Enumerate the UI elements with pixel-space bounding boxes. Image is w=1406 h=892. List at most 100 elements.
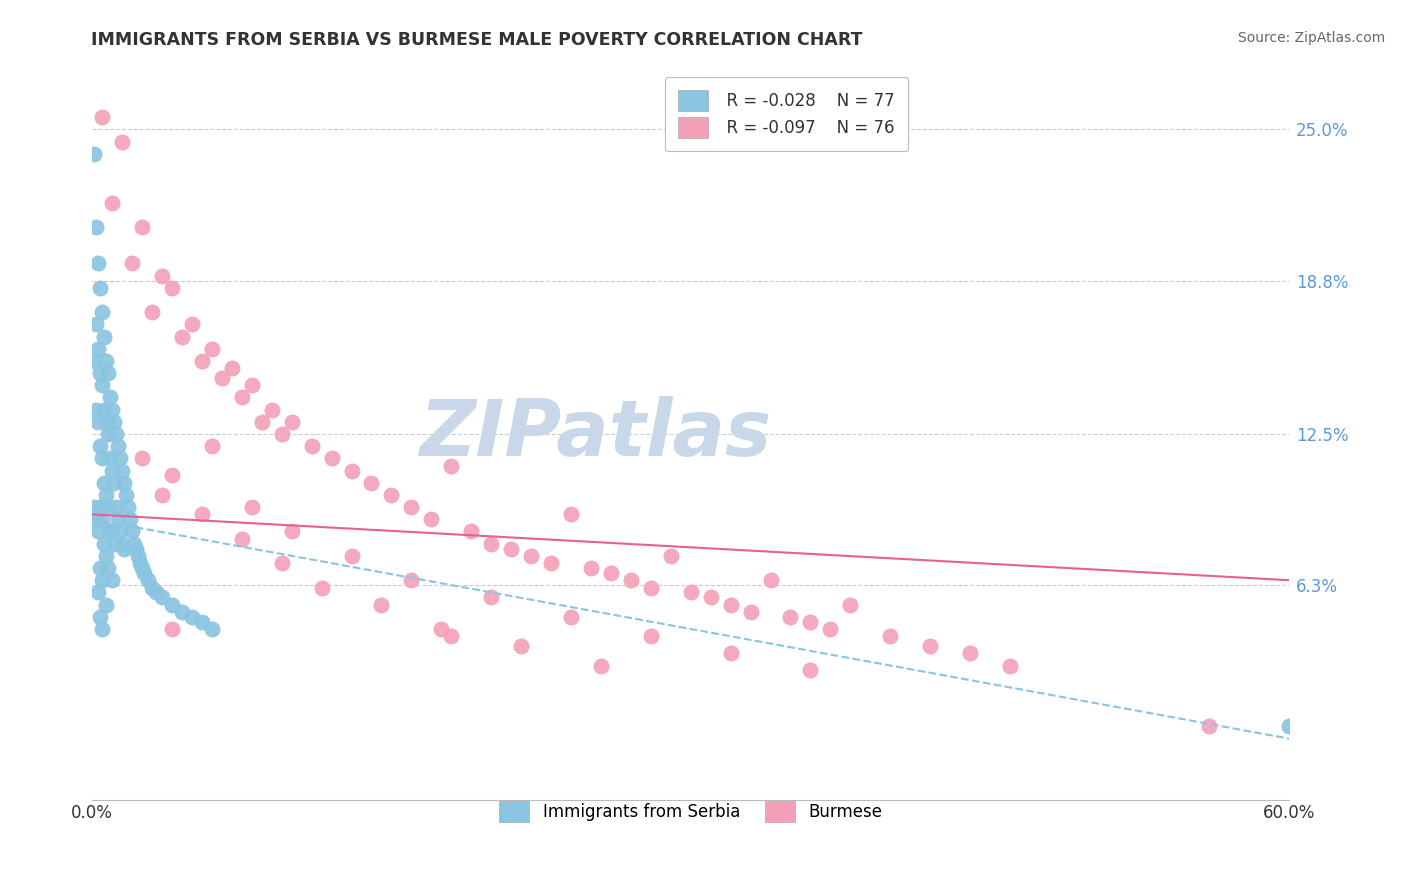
Point	[125, 541, 148, 556]
Point	[97, 366, 120, 380]
Point	[112, 541, 135, 556]
Point	[94, 488, 117, 502]
Text: ZIPatlas: ZIPatlas	[419, 396, 770, 472]
Point	[101, 402, 124, 417]
Point	[105, 427, 128, 442]
Point	[759, 573, 782, 587]
Point	[122, 536, 145, 550]
Point	[107, 439, 129, 453]
Point	[620, 573, 643, 587]
Point	[170, 605, 193, 619]
Point	[127, 549, 149, 563]
Point	[141, 581, 163, 595]
Point	[129, 556, 152, 570]
Point	[839, 598, 862, 612]
Point	[191, 354, 214, 368]
Point	[111, 536, 134, 550]
Point	[201, 342, 224, 356]
Point	[420, 512, 443, 526]
Point	[83, 146, 105, 161]
Point	[150, 591, 173, 605]
Point	[83, 500, 105, 515]
Point	[84, 402, 107, 417]
Point	[280, 524, 302, 539]
Point	[260, 402, 283, 417]
Point	[87, 342, 110, 356]
Point	[201, 439, 224, 453]
Point	[115, 488, 138, 502]
Point	[540, 556, 562, 570]
Point	[959, 646, 981, 660]
Point	[510, 639, 533, 653]
Point	[131, 561, 153, 575]
Point	[94, 354, 117, 368]
Point	[799, 664, 821, 678]
Point	[340, 549, 363, 563]
Point	[501, 541, 523, 556]
Point	[111, 464, 134, 478]
Point	[479, 536, 502, 550]
Point	[170, 329, 193, 343]
Point	[87, 585, 110, 599]
Point	[101, 195, 124, 210]
Point	[920, 639, 942, 653]
Point	[430, 622, 453, 636]
Point	[97, 427, 120, 442]
Point	[191, 508, 214, 522]
Point	[132, 566, 155, 580]
Point	[93, 402, 115, 417]
Point	[280, 415, 302, 429]
Point	[101, 524, 124, 539]
Point	[340, 464, 363, 478]
Point	[520, 549, 543, 563]
Point	[699, 591, 721, 605]
Point	[720, 598, 742, 612]
Point	[401, 500, 423, 515]
Point	[89, 439, 111, 453]
Point	[150, 488, 173, 502]
Point	[231, 391, 253, 405]
Point	[94, 415, 117, 429]
Point	[659, 549, 682, 563]
Text: IMMIGRANTS FROM SERBIA VS BURMESE MALE POVERTY CORRELATION CHART: IMMIGRANTS FROM SERBIA VS BURMESE MALE P…	[91, 31, 863, 49]
Point	[640, 629, 662, 643]
Point	[799, 615, 821, 629]
Point	[120, 512, 142, 526]
Point	[97, 500, 120, 515]
Point	[779, 609, 801, 624]
Point	[94, 598, 117, 612]
Point	[181, 318, 204, 332]
Point	[360, 475, 382, 490]
Point	[589, 658, 612, 673]
Point	[201, 622, 224, 636]
Point	[311, 581, 333, 595]
Point	[879, 629, 901, 643]
Point	[108, 524, 131, 539]
Point	[440, 629, 463, 643]
Point	[270, 556, 292, 570]
Point	[91, 305, 114, 319]
Point	[380, 488, 402, 502]
Point	[91, 622, 114, 636]
Point	[91, 573, 114, 587]
Text: Source: ZipAtlas.com: Source: ZipAtlas.com	[1237, 31, 1385, 45]
Point	[101, 573, 124, 587]
Point	[89, 281, 111, 295]
Point	[1198, 719, 1220, 733]
Point	[136, 573, 159, 587]
Point	[141, 305, 163, 319]
Point	[145, 585, 167, 599]
Point	[83, 354, 105, 368]
Point	[93, 475, 115, 490]
Point	[105, 500, 128, 515]
Point	[370, 598, 392, 612]
Point	[91, 512, 114, 526]
Point	[87, 415, 110, 429]
Point	[103, 536, 125, 550]
Point	[211, 371, 233, 385]
Point	[679, 585, 702, 599]
Point	[103, 475, 125, 490]
Point	[440, 458, 463, 473]
Point	[131, 451, 153, 466]
Point	[1278, 719, 1301, 733]
